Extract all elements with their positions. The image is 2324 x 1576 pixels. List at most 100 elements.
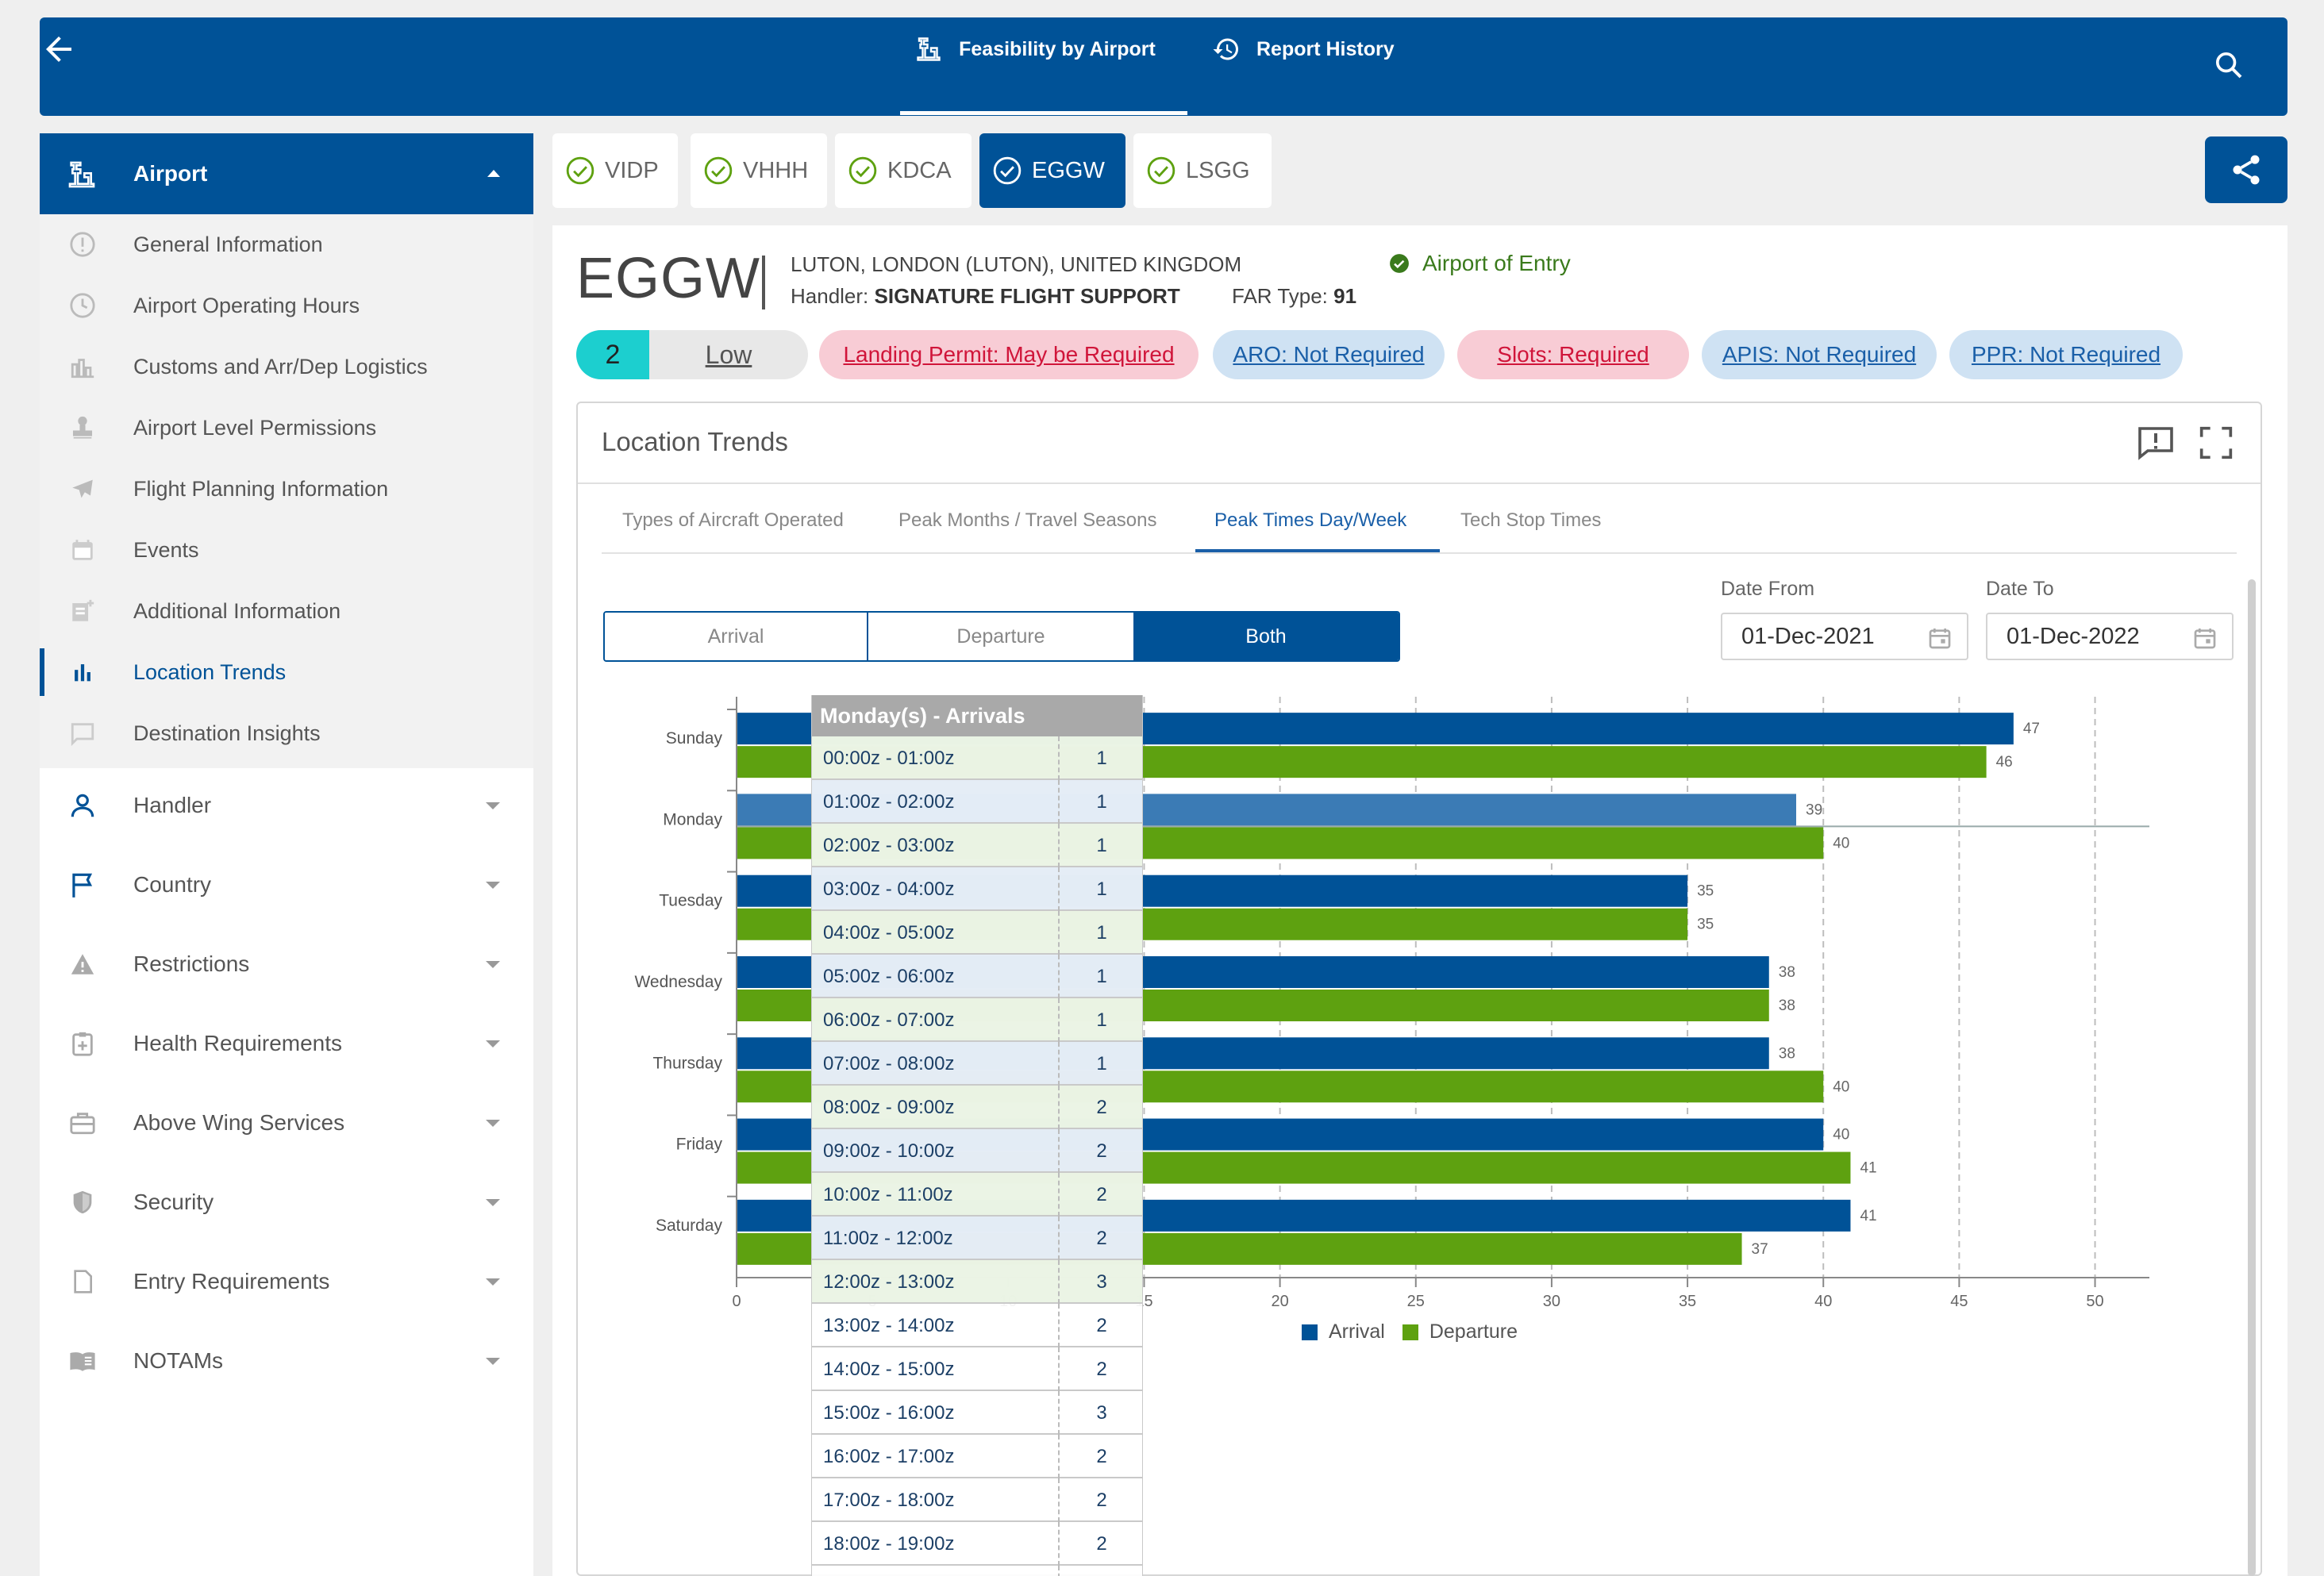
sidebar: Airport General Information Airport Oper…	[40, 133, 533, 1576]
document-icon	[67, 1266, 98, 1297]
sidebar-section-health-requirements[interactable]: Health Requirements	[40, 1004, 533, 1083]
sidebar-section-restrictions[interactable]: Restrictions	[40, 924, 533, 1004]
tooltip-row: 12:00z - 13:00z 3	[812, 1260, 1142, 1304]
check-circle-icon	[566, 156, 594, 185]
stamp-icon	[68, 413, 97, 442]
sidebar-item-label: Additional Information	[133, 598, 341, 623]
airport-tab-vhhh[interactable]: VHHH	[691, 133, 827, 208]
share-button[interactable]	[2205, 136, 2287, 203]
search-icon[interactable]	[2213, 49, 2248, 84]
sidebar-item-flight-planning-information[interactable]: Flight Planning Information	[40, 459, 533, 519]
tooltip-row: 05:00z - 06:00z 1	[812, 955, 1142, 998]
tooltip-row: 11:00z - 12:00z 2	[812, 1217, 1142, 1260]
tooltip-row: 15:00z - 16:00z 3	[812, 1391, 1142, 1435]
tooltip-row: 04:00z - 05:00z 1	[812, 911, 1142, 955]
active-subtab-indicator	[1195, 549, 1440, 552]
airport-tower-icon	[65, 159, 98, 190]
data-label: 46	[1996, 754, 2013, 771]
pill-ppr[interactable]: PPR: Not Required	[1949, 330, 2183, 379]
sidebar-item-destination-insights[interactable]: Destination Insights	[40, 703, 533, 763]
x-tick-label: 50	[2086, 1293, 2103, 1310]
sidebar-item-location-trends[interactable]: Location Trends	[40, 642, 533, 702]
subtab-types-of-aircraft[interactable]: Types of Aircraft Operated	[622, 509, 844, 531]
sidebar-item-additional-information[interactable]: Additional Information	[40, 581, 533, 641]
toggle-departure[interactable]: Departure	[868, 613, 1133, 660]
pill-landing-permit[interactable]: Landing Permit: May be Required	[819, 330, 1199, 379]
sidebar-item-airport-operating-hours[interactable]: Airport Operating Hours	[40, 275, 533, 336]
plane-icon	[68, 475, 97, 503]
tooltip-row: 16:00z - 17:00z 2	[812, 1435, 1142, 1478]
sidebar-section-above-wing-services[interactable]: Above Wing Services	[40, 1083, 533, 1163]
sidebar-item-label: Airport Operating Hours	[133, 293, 360, 317]
sidebar-section-handler[interactable]: Handler	[40, 766, 533, 845]
sidebar-section-label: Country	[133, 872, 212, 897]
tooltip-count: 1	[1058, 911, 1142, 955]
tooltip-count: 1	[1058, 824, 1142, 867]
sidebar-section-airport[interactable]: Airport	[40, 133, 533, 214]
date-from-input[interactable]: 01-Dec-2021	[1721, 613, 1968, 660]
airport-tab-eggw[interactable]: EGGW	[979, 133, 1125, 208]
risk-level-badge[interactable]: 2 Low	[576, 330, 808, 379]
airport-code-title: EGGW	[576, 247, 760, 310]
legend-swatch	[1302, 1324, 1318, 1340]
sidebar-item-events[interactable]: Events	[40, 520, 533, 580]
sidebar-section-entry-requirements[interactable]: Entry Requirements	[40, 1242, 533, 1321]
chart-legend: Arrival Departure	[1302, 1320, 1535, 1343]
tooltip-time-range: 08:00z - 09:00z	[823, 1096, 955, 1118]
tooltip-row: 19:00z - 20:00z 2	[812, 1566, 1142, 1576]
calendar-icon	[68, 536, 97, 564]
airport-tab-lsgg[interactable]: LSGG	[1133, 133, 1272, 208]
data-label: 37	[1752, 1241, 1768, 1258]
sidebar-item-label: Flight Planning Information	[133, 476, 389, 501]
tooltip-count: 1	[1058, 780, 1142, 824]
date-to-input[interactable]: 01-Dec-2022	[1986, 613, 2234, 660]
data-label: 47	[2023, 721, 2040, 737]
tooltip-count: 2	[1058, 1217, 1142, 1260]
tooltip-count: 1	[1058, 998, 1142, 1042]
sidebar-section-notams[interactable]: NOTAMs	[40, 1321, 533, 1401]
toggle-both[interactable]: Both	[1133, 613, 1399, 660]
airport-tab-kdca[interactable]: KDCA	[835, 133, 972, 208]
chevron-up-icon	[487, 170, 500, 177]
airport-of-entry-status: Airport of Entry	[1389, 251, 1571, 276]
customs-icon	[68, 352, 97, 381]
tooltip-title: Monday(s) - Arrivals	[812, 695, 1142, 736]
legend-item-arrival[interactable]: Arrival	[1302, 1320, 1385, 1343]
person-icon	[67, 790, 98, 821]
legend-item-departure[interactable]: Departure	[1402, 1320, 1518, 1343]
back-arrow-icon[interactable]	[40, 30, 78, 68]
pill-apis[interactable]: APIS: Not Required	[1702, 330, 1937, 379]
chevron-down-icon	[486, 1278, 500, 1286]
fullscreen-icon[interactable]	[2199, 425, 2234, 460]
tooltip-time-range: 02:00z - 03:00z	[823, 834, 955, 856]
feedback-icon[interactable]	[2137, 424, 2175, 462]
airport-tower-icon	[913, 33, 945, 65]
sidebar-section-label: NOTAMs	[133, 1348, 224, 1373]
sidebar-item-customs-logistics[interactable]: Customs and Arr/Dep Logistics	[40, 336, 533, 397]
airport-tab-label: KDCA	[887, 157, 952, 183]
calendar-icon	[1929, 628, 1951, 649]
sidebar-section-country[interactable]: Country	[40, 845, 533, 924]
tooltip-row: 01:00z - 02:00z 1	[812, 780, 1142, 824]
sidebar-item-general-information[interactable]: General Information	[40, 214, 533, 275]
subtab-peak-months[interactable]: Peak Months / Travel Seasons	[898, 509, 1157, 531]
sidebar-item-airport-level-permissions[interactable]: Airport Level Permissions	[40, 398, 533, 458]
sidebar-section-security[interactable]: Security	[40, 1163, 533, 1242]
airport-tab-vidp[interactable]: VIDP	[552, 133, 678, 208]
pill-aro[interactable]: ARO: Not Required	[1213, 330, 1445, 379]
airport-location: LUTON, LONDON (LUTON), UNITED KINGDOM	[791, 252, 1242, 276]
toggle-arrival[interactable]: Arrival	[605, 613, 868, 660]
chevron-down-icon	[486, 1120, 500, 1127]
subtab-tech-stop-times[interactable]: Tech Stop Times	[1460, 509, 1602, 531]
subtab-peak-times[interactable]: Peak Times Day/Week	[1214, 509, 1407, 531]
tab-report-history[interactable]: Report History	[1210, 0, 1433, 98]
data-label: 35	[1697, 883, 1714, 900]
pill-slots[interactable]: Slots: Required	[1457, 330, 1689, 379]
data-label: 41	[1860, 1208, 1876, 1224]
tooltip-time-range: 11:00z - 12:00z	[823, 1227, 953, 1249]
vertical-scrollbar[interactable]	[2248, 579, 2256, 1576]
tab-feasibility-by-airport[interactable]: Feasibility by Airport	[881, 0, 1187, 98]
tooltip-time-range: 12:00z - 13:00z	[823, 1270, 955, 1293]
airport-tab-label: LSGG	[1186, 157, 1250, 183]
tooltip-count: 2	[1058, 1566, 1142, 1576]
